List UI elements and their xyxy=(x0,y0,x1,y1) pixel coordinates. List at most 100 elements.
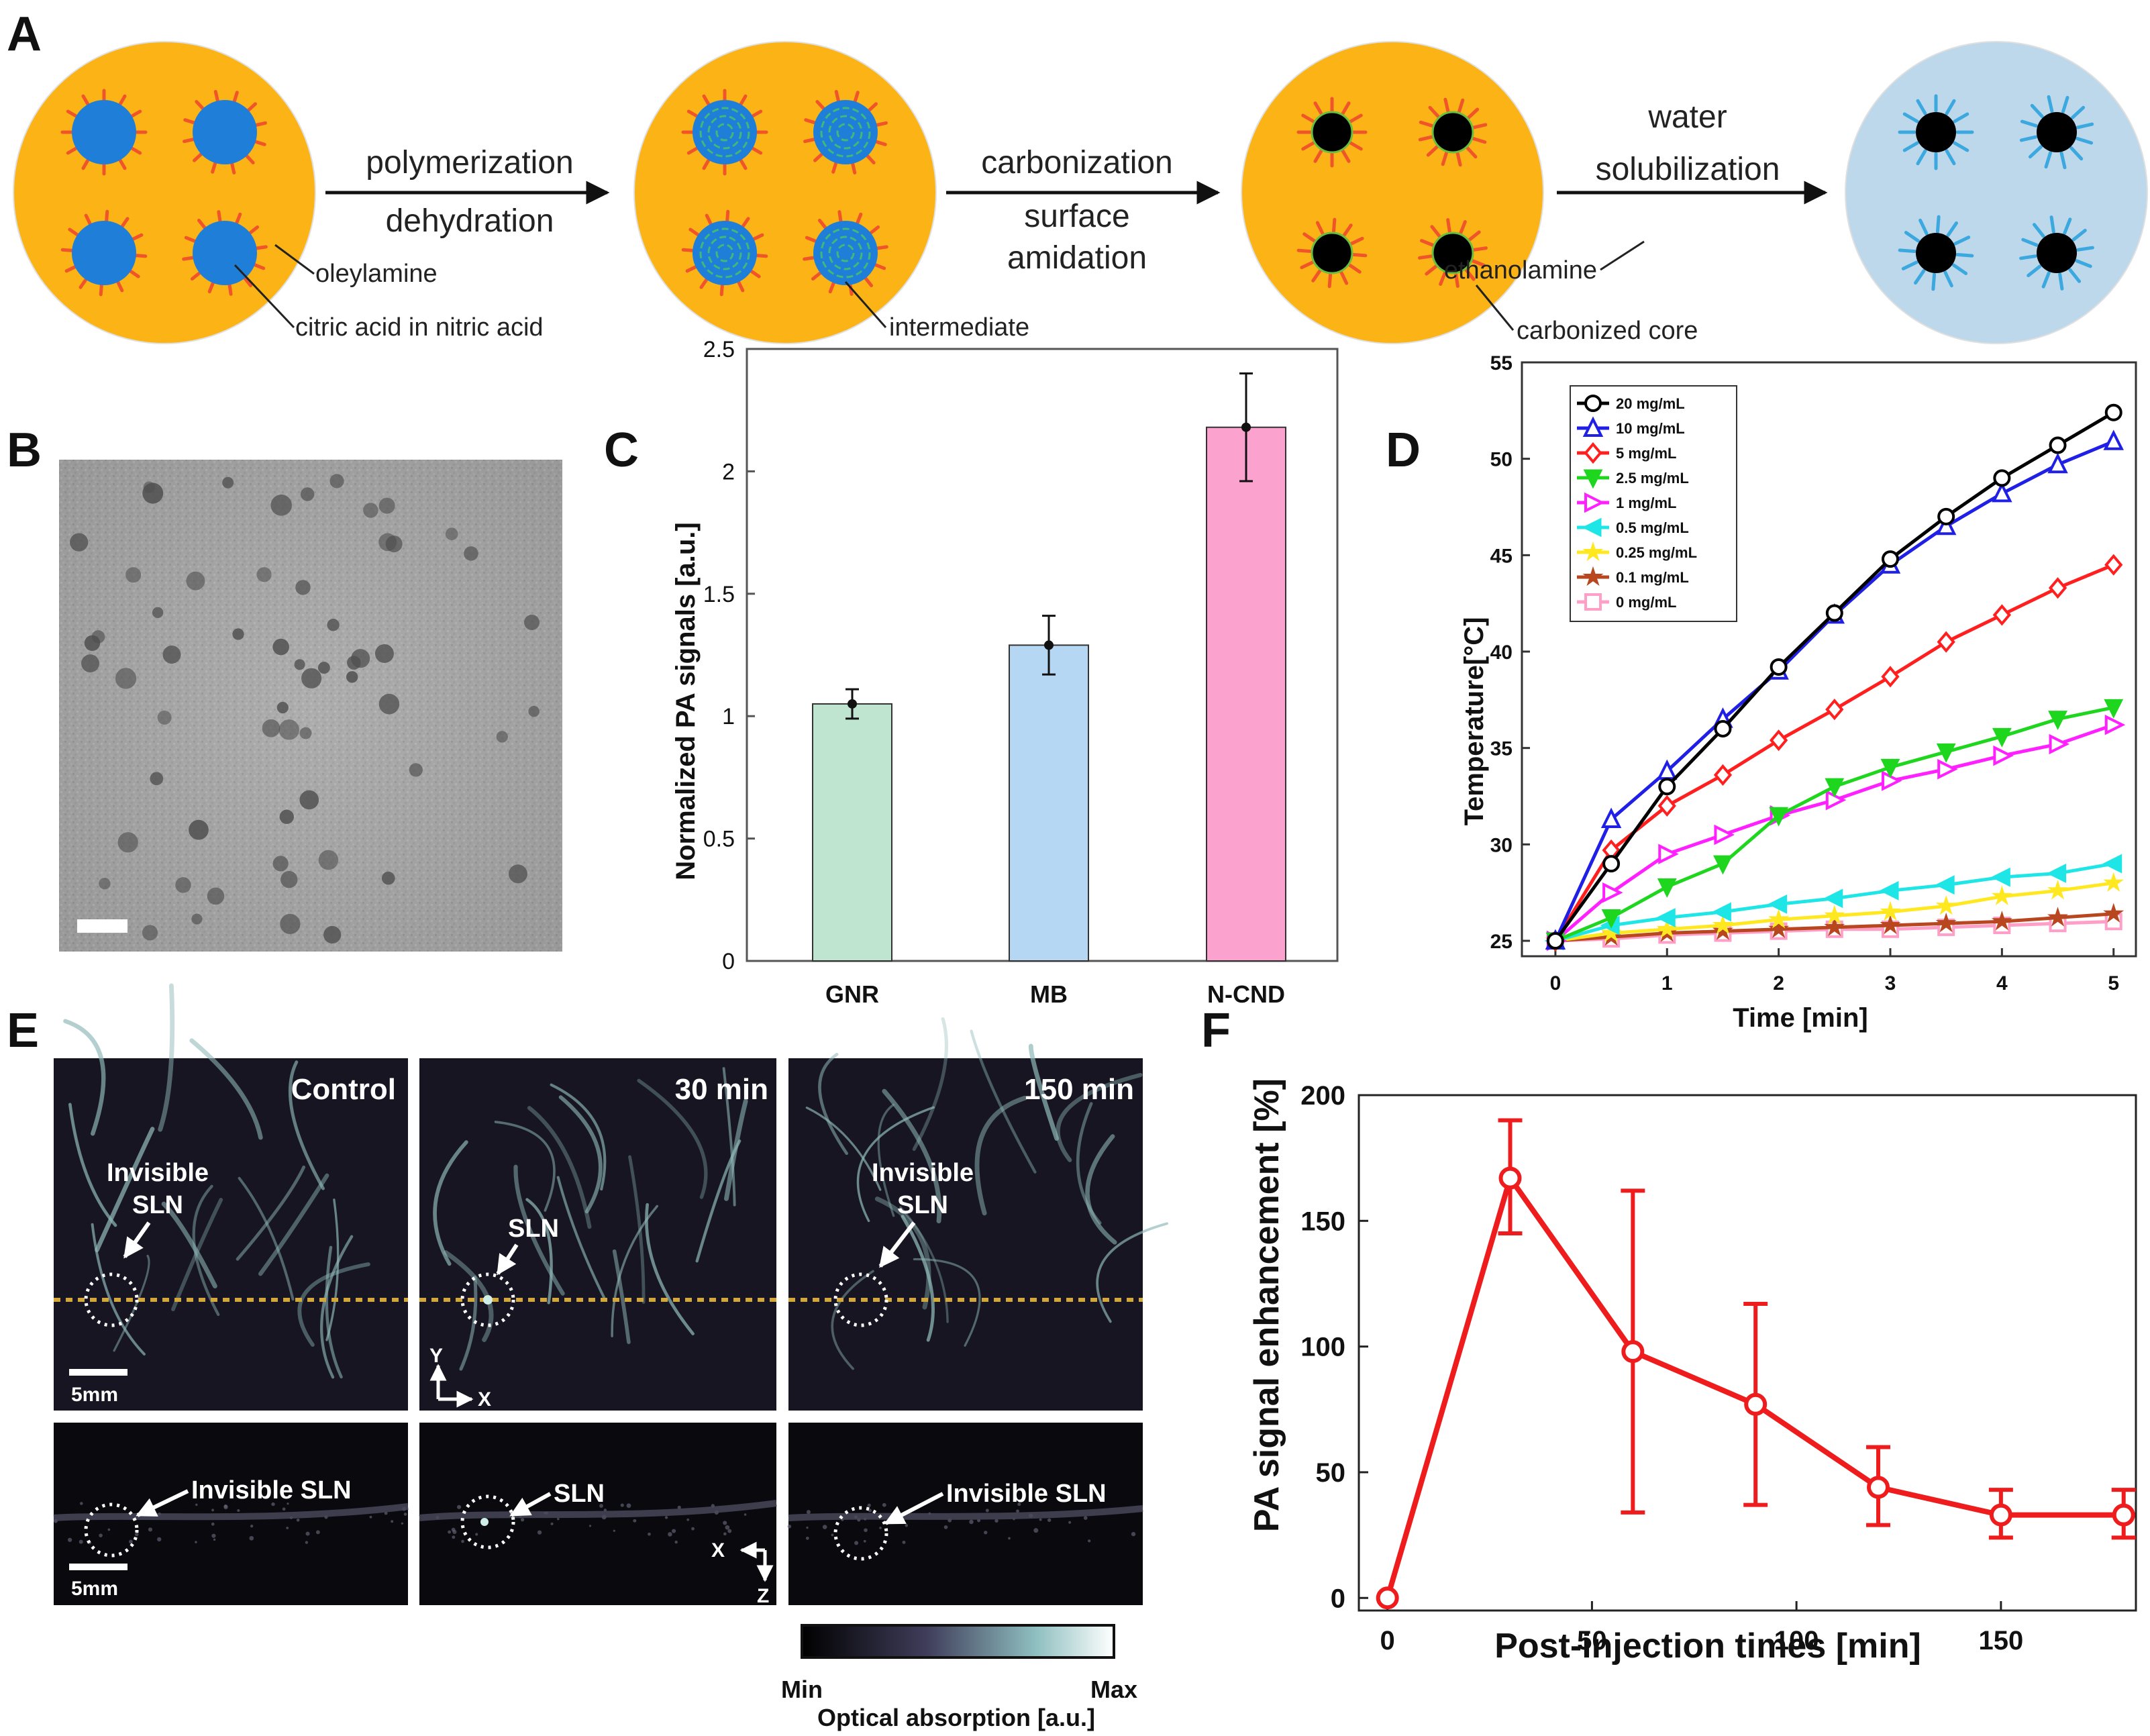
data-point xyxy=(1881,666,1900,688)
bscan-speckle xyxy=(985,1509,989,1513)
data-point xyxy=(1768,894,1788,914)
y-tick-label: 150 xyxy=(1300,1207,1345,1236)
data-point xyxy=(1935,514,1957,535)
callout-oleylamine: oleylamine xyxy=(315,260,438,288)
chart-d-ylabel: Temperature[°C] xyxy=(1460,617,1489,826)
callout-intermediate: intermediate xyxy=(889,313,1029,342)
step3-line1: water xyxy=(1647,99,1727,135)
nanodot xyxy=(464,546,478,561)
y-tick-label: 50 xyxy=(1316,1458,1346,1488)
panel-letter-b: B xyxy=(7,423,42,477)
nanodot xyxy=(381,871,395,885)
vessel xyxy=(236,1165,306,1261)
vessel xyxy=(320,1235,354,1379)
data-point xyxy=(1937,631,1955,653)
bar-GNR xyxy=(812,703,892,962)
step-arrow-2: carbonization surface amidation xyxy=(946,145,1221,276)
nanodot xyxy=(278,719,299,740)
xz-axis-glyph xyxy=(739,1541,774,1582)
intermediate-swirl xyxy=(828,115,863,150)
data-point xyxy=(1989,1503,2012,1527)
y-tick-label: 55 xyxy=(1490,352,1513,374)
nanodot xyxy=(523,614,540,630)
bscan-speckle xyxy=(879,1527,882,1529)
bscan-speckle xyxy=(1039,1518,1042,1521)
legend-label: 1 mg/mL xyxy=(1616,495,1676,511)
nanodot xyxy=(157,710,172,725)
nanodot xyxy=(317,662,330,674)
bscan-speckle xyxy=(864,1528,868,1533)
scale-label-top: 5mm xyxy=(71,1384,118,1406)
ligand xyxy=(1347,263,1362,274)
data-point xyxy=(1824,905,1845,925)
intermediate-particle xyxy=(693,221,757,285)
data-point xyxy=(2049,436,2067,454)
nanodot xyxy=(409,763,423,777)
ligand xyxy=(1904,231,1921,243)
y-tick-label: 2 xyxy=(722,459,735,484)
ligand xyxy=(1466,107,1480,119)
intermediate-swirl xyxy=(707,236,742,270)
bscan-speckle xyxy=(1016,1509,1019,1513)
ligand xyxy=(2070,105,2086,119)
callout-lines xyxy=(234,240,1645,331)
ligand xyxy=(1351,252,1368,258)
bscan-speckle xyxy=(315,1530,320,1535)
data-point xyxy=(1824,916,1845,937)
ligand xyxy=(1471,259,1486,267)
vessel xyxy=(723,1099,748,1201)
ligand xyxy=(1327,272,1333,289)
ligand xyxy=(2044,151,2053,169)
y-tick-label: 40 xyxy=(1490,642,1513,664)
ligand xyxy=(2058,272,2064,291)
bscan-speckle xyxy=(1017,1502,1021,1507)
ligand xyxy=(2028,145,2043,159)
data-point xyxy=(2047,907,2068,927)
ligand xyxy=(1459,220,1467,235)
bar-N-CND xyxy=(1206,426,1286,962)
nanodot xyxy=(378,693,400,715)
ligand xyxy=(1439,271,1447,286)
ligand xyxy=(1349,141,1363,151)
data-point xyxy=(1712,914,1733,935)
citric-droplet xyxy=(193,100,257,164)
vessel xyxy=(1096,1222,1168,1323)
data-point xyxy=(1376,1586,1399,1610)
legend-label: 2.5 mg/mL xyxy=(1616,470,1689,487)
nanodot xyxy=(81,654,99,673)
ligand xyxy=(1472,246,1488,252)
ligand xyxy=(1955,252,1974,258)
data-point xyxy=(1601,909,1621,929)
nanodot xyxy=(279,809,294,824)
bscan-speckle xyxy=(475,1533,478,1536)
label-invisible-sln-150min: Invisible SLN xyxy=(946,1480,1107,1508)
tem-scale-bar xyxy=(77,919,127,933)
ligand xyxy=(1472,136,1487,144)
bscan-speckle xyxy=(157,1537,162,1542)
bscan-speckle xyxy=(452,1529,457,1534)
data-point xyxy=(1656,918,1678,938)
title-control: Control xyxy=(291,1073,396,1106)
data-point xyxy=(1584,492,1605,513)
vessel xyxy=(1085,1134,1117,1245)
bar-mean-point xyxy=(1044,640,1054,650)
bscan-speckle xyxy=(403,1513,407,1516)
ligand xyxy=(1349,113,1363,123)
ligand xyxy=(2059,151,2067,170)
data-point xyxy=(1991,911,2012,931)
bscan-speckle xyxy=(80,1502,83,1505)
nanodot xyxy=(99,878,111,890)
bscan-speckle xyxy=(67,1537,72,1542)
callout-ethanolamine: ethanolamine xyxy=(1444,256,1597,285)
data-point xyxy=(1935,875,1955,895)
carbon-core xyxy=(1311,232,1353,274)
bar-mean-point xyxy=(1241,422,1251,432)
tem-image xyxy=(59,460,562,952)
intermediate-swirl xyxy=(699,227,750,278)
vessel xyxy=(556,1176,607,1300)
data-point xyxy=(1993,745,2014,766)
ligand xyxy=(1313,149,1323,163)
ligand xyxy=(1916,149,1927,166)
data-point xyxy=(2103,429,2124,450)
nanodot xyxy=(222,476,234,489)
